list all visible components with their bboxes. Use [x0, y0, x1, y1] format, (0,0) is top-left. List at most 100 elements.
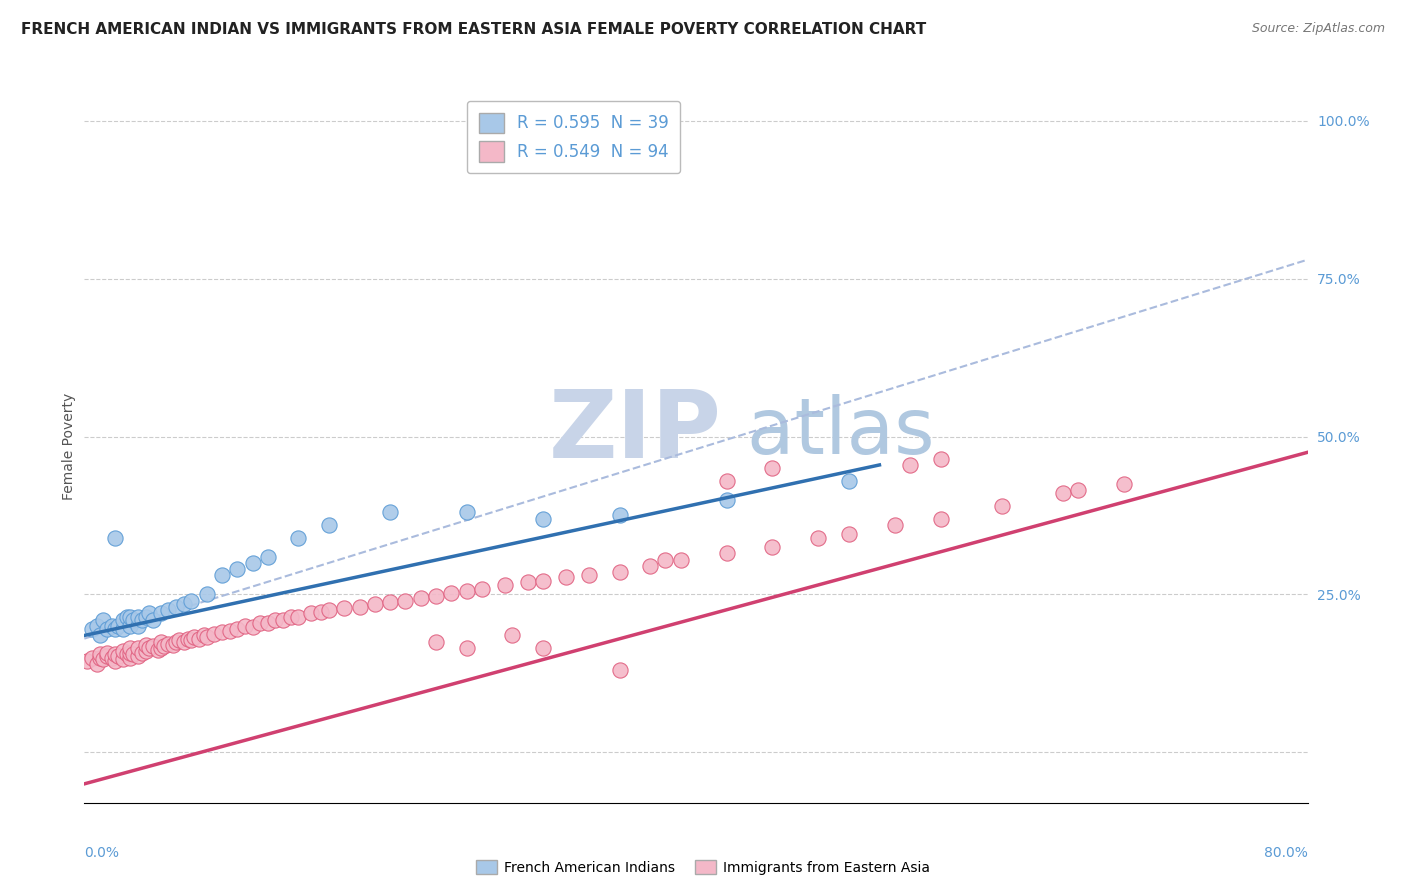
Point — [142, 613, 165, 627]
Text: ZIP: ZIP — [550, 385, 723, 478]
Point — [91, 652, 114, 666]
Point — [76, 654, 98, 668]
Point — [149, 634, 172, 648]
Point — [249, 615, 271, 630]
Y-axis label: Female Poverty: Female Poverty — [62, 392, 76, 500]
Point — [318, 517, 340, 532]
Point — [167, 632, 190, 647]
Point — [122, 648, 145, 662]
Point — [761, 540, 783, 554]
Point — [149, 607, 172, 621]
Point — [162, 638, 184, 652]
Point — [195, 631, 218, 645]
Text: atlas: atlas — [550, 393, 935, 470]
Point — [127, 619, 149, 633]
Point — [127, 649, 149, 664]
Point — [193, 628, 215, 642]
Point — [157, 603, 180, 617]
Point — [333, 601, 356, 615]
Point — [654, 552, 676, 566]
Point — [131, 613, 153, 627]
Point — [380, 595, 402, 609]
Point — [299, 607, 322, 621]
Point — [120, 619, 142, 633]
Point — [122, 613, 145, 627]
Point — [555, 570, 578, 584]
Point — [211, 568, 233, 582]
Point — [89, 648, 111, 662]
Point — [138, 607, 160, 621]
Point — [89, 650, 111, 665]
Point — [104, 654, 127, 668]
Point — [364, 597, 387, 611]
Point — [96, 646, 118, 660]
Point — [104, 622, 127, 636]
Point — [838, 474, 860, 488]
Point — [394, 593, 416, 607]
Point — [157, 637, 180, 651]
Point — [111, 613, 134, 627]
Point — [104, 531, 127, 545]
Point — [101, 650, 124, 665]
Point — [494, 578, 516, 592]
Point — [257, 615, 280, 630]
Point — [257, 549, 280, 564]
Point — [531, 574, 554, 588]
Point — [80, 650, 103, 665]
Point — [380, 505, 402, 519]
Point — [104, 648, 127, 662]
Point — [838, 527, 860, 541]
Point — [638, 559, 661, 574]
Point — [218, 624, 240, 638]
Point — [135, 644, 157, 658]
Text: FRENCH AMERICAN INDIAN VS IMMIGRANTS FROM EASTERN ASIA FEMALE POVERTY CORRELATIO: FRENCH AMERICAN INDIAN VS IMMIGRANTS FRO… — [21, 22, 927, 37]
Point — [120, 646, 142, 660]
Point — [211, 625, 233, 640]
Point — [183, 631, 205, 645]
Point — [173, 597, 195, 611]
Point — [991, 499, 1014, 513]
Point — [165, 600, 187, 615]
Point — [120, 641, 142, 656]
Text: Source: ZipAtlas.com: Source: ZipAtlas.com — [1251, 22, 1385, 36]
Point — [898, 458, 921, 472]
Point — [1052, 486, 1074, 500]
Point — [1067, 483, 1090, 498]
Point — [242, 556, 264, 570]
Point — [101, 619, 124, 633]
Point — [271, 613, 294, 627]
Point — [311, 605, 333, 619]
Point — [264, 613, 287, 627]
Point — [165, 634, 187, 648]
Point — [96, 622, 118, 636]
Point — [929, 511, 952, 525]
Point — [195, 587, 218, 601]
Point — [456, 641, 478, 656]
Point — [127, 609, 149, 624]
Point — [111, 622, 134, 636]
Point — [456, 505, 478, 519]
Legend: R = 0.595  N = 39, R = 0.549  N = 94: R = 0.595 N = 39, R = 0.549 N = 94 — [467, 101, 681, 173]
Point — [609, 508, 631, 523]
Point — [111, 644, 134, 658]
Point — [146, 643, 169, 657]
Text: 80.0%: 80.0% — [1264, 846, 1308, 860]
Point — [107, 619, 129, 633]
Point — [135, 609, 157, 624]
Point — [202, 626, 225, 640]
Point — [502, 628, 524, 642]
Point — [716, 492, 738, 507]
Point — [242, 620, 264, 634]
Point — [180, 632, 202, 647]
Point — [80, 622, 103, 636]
Point — [120, 650, 142, 665]
Point — [107, 649, 129, 664]
Point — [226, 622, 249, 636]
Point — [89, 628, 111, 642]
Point — [883, 517, 905, 532]
Point — [115, 648, 138, 662]
Point — [425, 634, 447, 648]
Point — [86, 619, 108, 633]
Point — [578, 568, 600, 582]
Point — [180, 593, 202, 607]
